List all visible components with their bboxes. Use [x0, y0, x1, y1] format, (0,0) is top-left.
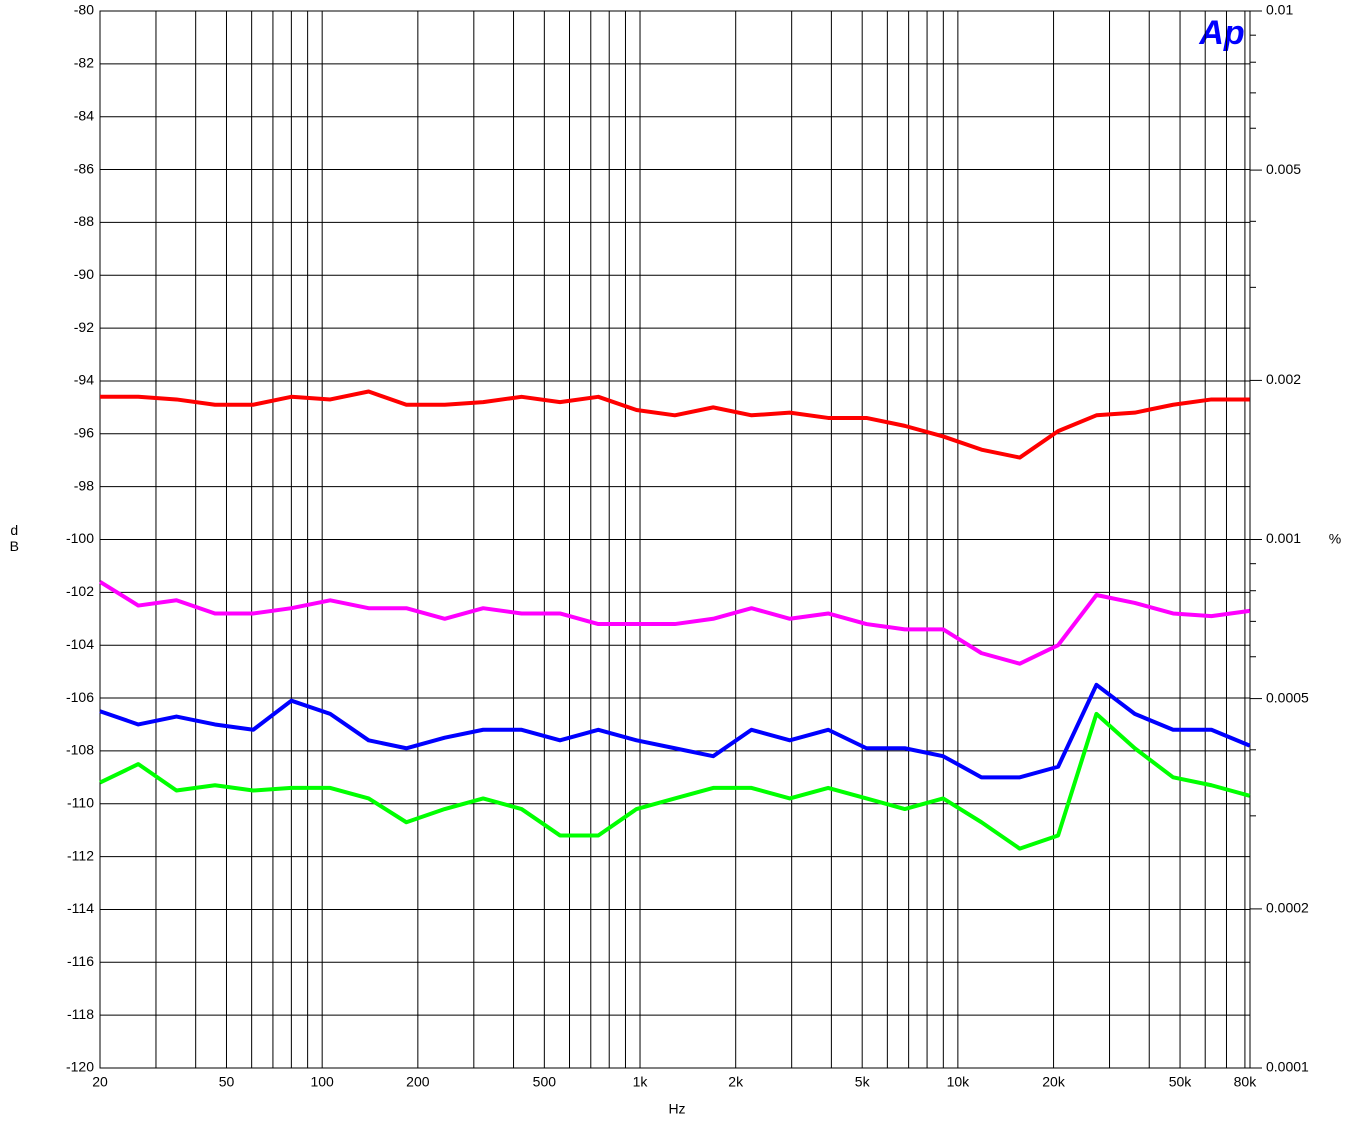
plot-frame — [99, 10, 1251, 1069]
y2-tick-label: 0.0002 — [1266, 900, 1309, 916]
y-tick-label: -114 — [67, 900, 94, 916]
y-tick-label: -84 — [74, 107, 94, 123]
data-line — [98, 580, 1251, 666]
y-tick-label: -118 — [67, 1006, 94, 1022]
x-tick-label: 80k — [1234, 1074, 1258, 1090]
x-tick-label: 20 — [92, 1074, 108, 1090]
x-tick-label: 50k — [1169, 1074, 1193, 1090]
x-tick-label: 1k — [633, 1074, 649, 1090]
y-tick-label: -102 — [66, 583, 94, 599]
x-tick-label: 50 — [219, 1074, 235, 1090]
y-tick-label: -82 — [74, 55, 94, 71]
x-tick-label: 10k — [947, 1074, 971, 1090]
y-tick-label: -88 — [74, 213, 94, 229]
y-tick-label: -100 — [66, 530, 94, 546]
y-tick-label: -90 — [74, 266, 94, 282]
y2-tick-label: 0.0005 — [1266, 689, 1309, 705]
y-tick-label: -106 — [66, 689, 94, 705]
y-tick-label: -86 — [74, 160, 94, 176]
y-tick-label: -110 — [67, 794, 94, 810]
y2-tick-label: 0.005 — [1266, 161, 1301, 177]
y-tick-label: -116 — [67, 953, 94, 969]
x-tick-label: 5k — [855, 1074, 871, 1090]
x-tick-label: 20k — [1042, 1074, 1066, 1090]
data-line — [99, 711, 1251, 851]
y-tick-label: -112 — [67, 847, 94, 863]
logo: Ap — [1198, 14, 1244, 52]
x-tick-label: 200 — [406, 1074, 430, 1090]
y-axis-label: dB — [6, 522, 22, 554]
y-tick-label: -92 — [74, 319, 94, 335]
y2-tick-label: 0.01 — [1266, 2, 1293, 18]
y-tick-label: -96 — [74, 425, 94, 441]
y-tick-label: -108 — [66, 742, 94, 758]
y2-tick-label: 0.0001 — [1266, 1059, 1309, 1075]
y-tick-label: -104 — [66, 636, 94, 652]
y-tick-label: -98 — [74, 477, 94, 493]
x-tick-label: 500 — [533, 1074, 557, 1090]
x-axis-label: Hz — [668, 1101, 685, 1117]
data-line — [99, 682, 1251, 780]
y-tick-label: -94 — [74, 372, 94, 388]
y-tick-label: -80 — [74, 2, 94, 18]
data-line — [100, 389, 1250, 460]
y2-tick-label: 0.001 — [1266, 530, 1301, 546]
y2-axis-label: % — [1329, 531, 1341, 547]
y2-tick-label: 0.002 — [1266, 371, 1301, 387]
y-tick-label: -120 — [66, 1059, 94, 1075]
x-tick-label: 100 — [310, 1074, 334, 1090]
x-tick-label: 2k — [728, 1074, 744, 1090]
